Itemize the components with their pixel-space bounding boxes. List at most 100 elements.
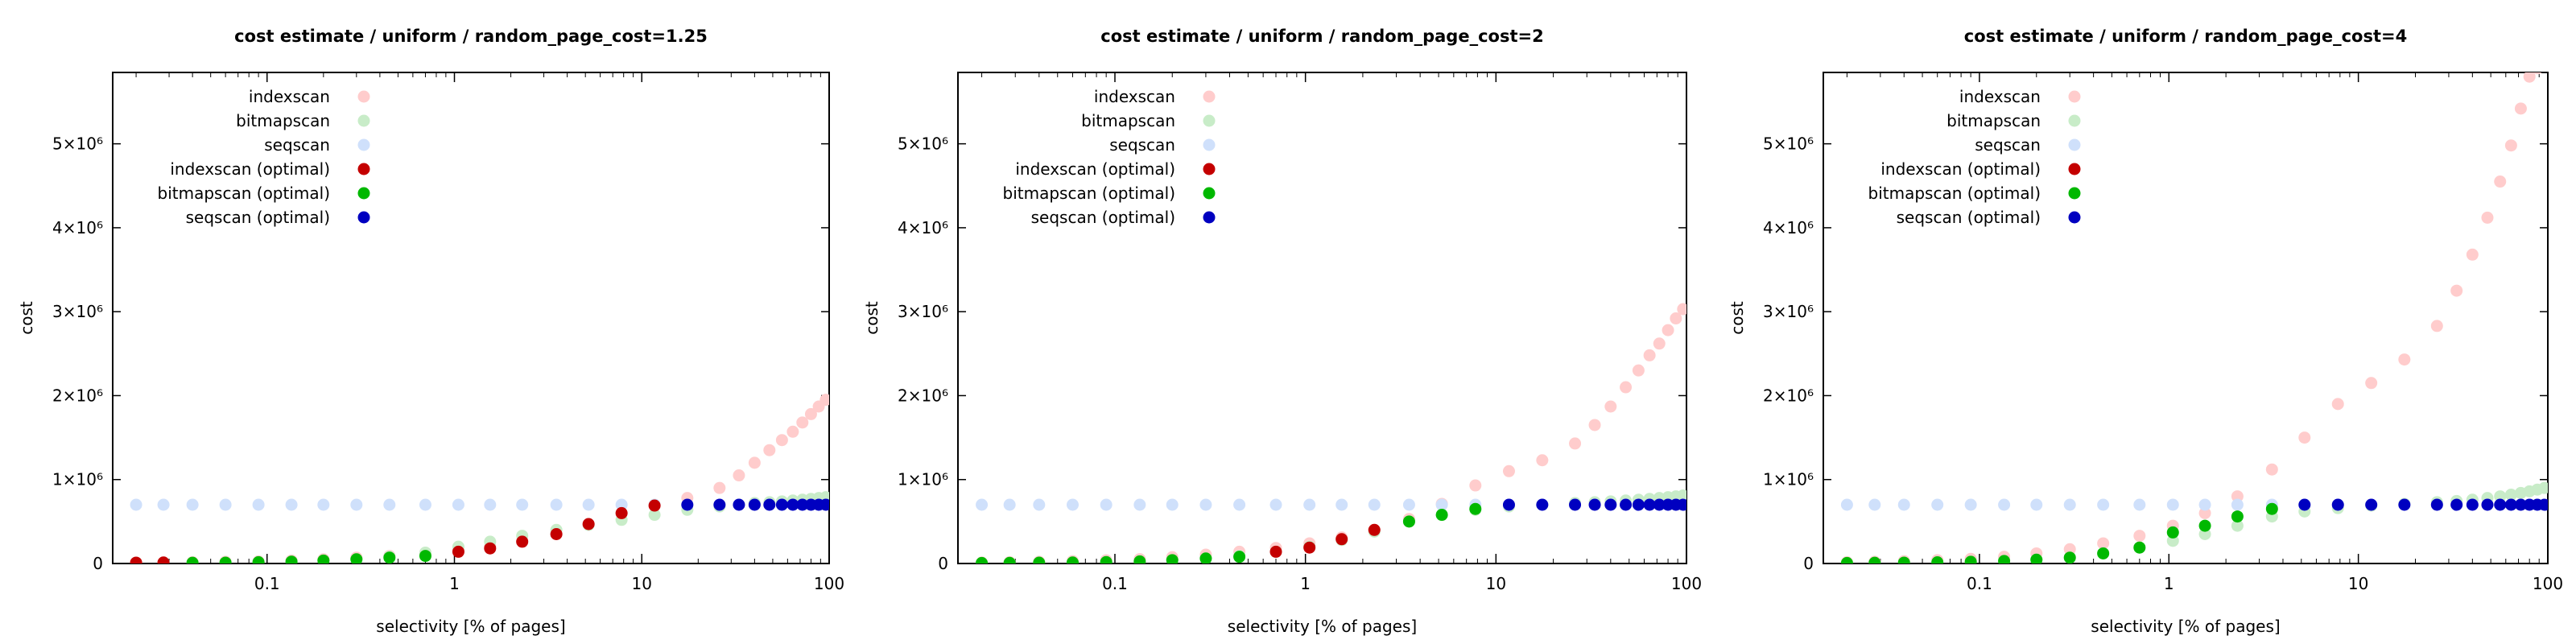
data-point-seqscan bbox=[1897, 498, 1910, 511]
data-point-seqscan bbox=[1066, 498, 1079, 511]
data-point-seqscan bbox=[1998, 498, 2011, 511]
plot-frame bbox=[112, 72, 830, 564]
data-point-seqscan bbox=[2231, 498, 2244, 511]
data-point-indexscan bbox=[748, 456, 761, 469]
data-point-bitmapscan-optimal bbox=[383, 551, 396, 564]
data-point-indexscan bbox=[2298, 431, 2311, 444]
data-point-seqscan bbox=[1303, 498, 1316, 511]
data-point-indexscan-optimal bbox=[648, 499, 661, 512]
x-tick-label: 0.1 bbox=[1102, 574, 1128, 593]
data-point-seqscan bbox=[2166, 498, 2179, 511]
data-point-seqscan bbox=[2133, 498, 2146, 511]
data-point-seqscan-optimal bbox=[2494, 498, 2507, 511]
data-point-indexscan bbox=[786, 425, 799, 438]
data-point-indexscan-optimal bbox=[615, 506, 628, 519]
legend-marker bbox=[2068, 114, 2081, 127]
data-point-bitmapscan-optimal bbox=[2198, 519, 2211, 532]
data-point-bitmapscan-optimal bbox=[1897, 556, 1910, 564]
data-point-seqscan bbox=[219, 498, 232, 511]
data-point-indexscan-optimal bbox=[1335, 533, 1348, 546]
data-point-seqscan bbox=[1964, 498, 1977, 511]
data-point-seqscan bbox=[1003, 498, 1016, 511]
data-point-bitmapscan-optimal bbox=[1003, 556, 1016, 564]
data-point-seqscan bbox=[383, 498, 396, 511]
data-point-seqscan-optimal bbox=[1588, 498, 1601, 511]
y-tick-label: 1×10⁶ bbox=[1763, 470, 1814, 489]
y-tick-label: 3×10⁶ bbox=[1763, 302, 1814, 321]
data-point-indexscan bbox=[2398, 353, 2411, 366]
y-tick-label: 4×10⁶ bbox=[898, 218, 948, 237]
y-tick-label: 1×10⁶ bbox=[52, 470, 103, 489]
data-point-indexscan bbox=[2198, 506, 2211, 519]
data-point-seqscan-optimal bbox=[2466, 498, 2479, 511]
y-tick-label: 0 bbox=[938, 554, 948, 573]
data-point-indexscan bbox=[2430, 320, 2443, 332]
data-point-seqscan bbox=[130, 498, 142, 511]
chart-panel-2: cost estimate / uniform / random_page_co… bbox=[862, 27, 1702, 636]
data-point-indexscan-optimal bbox=[452, 545, 464, 558]
data-point-seqscan-optimal bbox=[1643, 498, 1656, 511]
data-point-indexscan bbox=[2538, 58, 2550, 70]
data-point-indexscan-optimal bbox=[157, 556, 170, 564]
data-point-seqscan bbox=[1233, 498, 1246, 511]
data-point-seqscan bbox=[1840, 498, 1853, 511]
data-point-seqscan bbox=[317, 498, 330, 511]
x-tick-label: 1 bbox=[1300, 574, 1311, 593]
data-point-bitmapscan-optimal bbox=[1233, 551, 1246, 564]
data-point-indexscan-optimal bbox=[550, 528, 563, 541]
data-point-indexscan bbox=[2504, 139, 2517, 152]
legend-entry-label: indexscan bbox=[1094, 87, 1175, 106]
x-tick-label: 10 bbox=[632, 574, 652, 593]
data-point-indexscan bbox=[2365, 377, 2378, 390]
data-point-bitmapscan-optimal bbox=[2097, 547, 2110, 559]
legend: indexscan bitmapscan seqscan indexscan (opt… bbox=[158, 87, 370, 227]
x-tick-label: 100 bbox=[814, 574, 844, 593]
data-point-bitmapscan-optimal bbox=[1133, 555, 1146, 564]
data-point-seqscan-optimal bbox=[763, 498, 776, 511]
data-point-indexscan bbox=[1569, 437, 1582, 450]
legend-entry-label: indexscan bbox=[249, 87, 330, 106]
data-point-bitmapscan-optimal bbox=[2166, 526, 2179, 539]
data-points bbox=[1840, 58, 2550, 564]
y-tick-label: 5×10⁶ bbox=[52, 134, 103, 154]
data-point-indexscan bbox=[2450, 284, 2463, 297]
legend-marker bbox=[1203, 187, 1216, 200]
x-tick-label: 100 bbox=[2533, 574, 2563, 593]
data-point-indexscan bbox=[1588, 419, 1601, 431]
data-point-indexscan bbox=[2481, 211, 2494, 224]
data-point-bitmapscan-optimal bbox=[219, 556, 232, 564]
legend-marker bbox=[2068, 138, 2081, 151]
data-point-seqscan bbox=[1435, 498, 1448, 511]
data-point-bitmapscan bbox=[2198, 528, 2211, 541]
data-point-seqscan-optimal bbox=[2450, 498, 2463, 511]
data-point-indexscan bbox=[1502, 464, 1515, 477]
data-point-seqscan bbox=[1100, 498, 1113, 511]
data-point-seqscan bbox=[186, 498, 199, 511]
data-point-indexscan-optimal bbox=[582, 518, 595, 530]
data-point-indexscan bbox=[819, 394, 829, 407]
x-tick-label: 1 bbox=[449, 574, 460, 593]
data-point-seqscan bbox=[1133, 498, 1146, 511]
data-point-seqscan-optimal bbox=[733, 498, 745, 511]
data-point-bitmapscan-optimal bbox=[1469, 502, 1482, 515]
y-axis-label: cost bbox=[862, 301, 881, 335]
legend-entry-label: seqscan bbox=[1109, 135, 1175, 155]
data-point-bitmapscan-optimal bbox=[252, 555, 265, 564]
data-point-indexscan bbox=[1670, 312, 1682, 325]
data-point-seqscan-optimal bbox=[2331, 498, 2344, 511]
data-point-seqscan-optimal bbox=[1653, 498, 1666, 511]
data-point-bitmapscan-optimal bbox=[1964, 555, 1977, 564]
y-tick-label: 4×10⁶ bbox=[52, 218, 103, 237]
data-point-seqscan bbox=[419, 498, 431, 511]
data-point-seqscan bbox=[615, 498, 628, 511]
data-point-indexscan bbox=[2265, 463, 2278, 476]
legend-entry-label: seqscan (optimal) bbox=[1897, 208, 2041, 227]
x-tick-label: 10 bbox=[1486, 574, 1506, 593]
legend-entry-label: seqscan bbox=[1975, 135, 2041, 155]
legend-entry-label: bitmapscan (optimal) bbox=[1868, 184, 2041, 203]
data-point-bitmapscan-optimal bbox=[976, 556, 989, 564]
data-point-bitmapscan-optimal bbox=[1033, 556, 1046, 564]
data-point-seqscan bbox=[550, 498, 563, 511]
legend-entry-label: bitmapscan (optimal) bbox=[158, 184, 330, 203]
